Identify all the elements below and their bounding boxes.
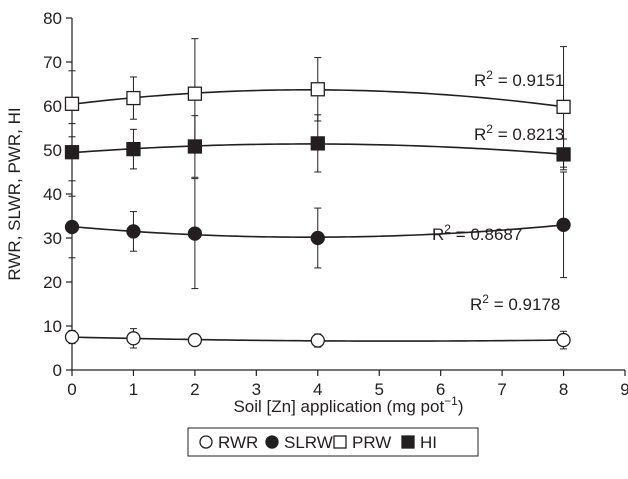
x-tick-label: 7 bbox=[497, 380, 506, 399]
axes-layer: 0 10 20 30 40 50 60 70 80 0 1 2 3 4 5 6 7 8 9 RWR, SLWR, PW… bbox=[5, 9, 628, 416]
prw-point bbox=[126, 90, 141, 106]
legend-label-prw: PRW bbox=[352, 433, 391, 452]
y-axis-title: RWR, SLWR, PWR, HI bbox=[5, 107, 24, 280]
slrw-point bbox=[187, 226, 203, 241]
x-tick-label: 4 bbox=[313, 380, 322, 399]
slrw-point bbox=[310, 230, 325, 246]
y-tick-label: 40 bbox=[43, 185, 62, 204]
rwr-point bbox=[556, 332, 571, 348]
x-tick-label: 0 bbox=[67, 380, 76, 399]
legend-marker-hi bbox=[401, 435, 415, 449]
prw-r2-label: R2 = 0.9151 bbox=[474, 68, 564, 90]
legend-item-rwr: RWR bbox=[199, 433, 258, 452]
x-tick-label: 1 bbox=[129, 380, 138, 399]
legend-item-slrw: SLRW bbox=[265, 433, 333, 452]
slrw-r2-label: R2 = 0.8687 bbox=[432, 222, 522, 244]
prw-point bbox=[187, 86, 203, 101]
y-tick-label: 80 bbox=[43, 9, 62, 28]
y-tick-label: 70 bbox=[43, 53, 62, 72]
y-tick-label: 60 bbox=[43, 97, 62, 116]
rwr-point bbox=[187, 332, 203, 348]
prw-point bbox=[556, 99, 571, 115]
legend: RWR SLRW PRW HI bbox=[187, 427, 479, 457]
legend-label-slrw: SLRW bbox=[284, 433, 333, 452]
y-tick-label: 0 bbox=[53, 361, 62, 380]
rwr-point bbox=[126, 331, 141, 346]
slrw-point bbox=[556, 217, 571, 232]
slrw-point bbox=[126, 224, 141, 239]
legend-item-hi: HI bbox=[401, 433, 437, 452]
hi-point bbox=[187, 139, 203, 154]
prw-point bbox=[64, 96, 80, 111]
y-tick-label: 20 bbox=[43, 273, 62, 292]
labels-layer: R2 = 0.9178 R2 = 0.8687 R2 = 0.9151 R2 = 0.… bbox=[432, 68, 564, 314]
y-tick-label: 50 bbox=[43, 141, 62, 160]
x-tick-label: 5 bbox=[374, 380, 383, 399]
x-tick-label: 2 bbox=[190, 380, 199, 399]
legend-marker-prw bbox=[333, 435, 347, 449]
legend-marker-rwr bbox=[199, 435, 213, 449]
legend-box bbox=[187, 427, 479, 457]
rwr-point bbox=[64, 329, 80, 345]
prw-point bbox=[310, 82, 325, 97]
legend-item-prw: PRW bbox=[333, 433, 391, 452]
slrw-point bbox=[64, 219, 80, 235]
x-tick-label: 9 bbox=[620, 380, 628, 399]
x-tick-label: 8 bbox=[559, 380, 568, 399]
legend-marker-slrw bbox=[265, 435, 279, 449]
hi-point bbox=[310, 136, 325, 151]
legend-label-rwr: RWR bbox=[218, 433, 258, 452]
x-tick-label: 3 bbox=[252, 380, 261, 399]
y-tick-label: 30 bbox=[43, 229, 62, 248]
x-axis-title: Soil [Zn] application (mg pot−1) bbox=[233, 394, 463, 416]
hi-point bbox=[556, 147, 571, 162]
markers-layer bbox=[64, 82, 571, 348]
rwr-point bbox=[310, 333, 325, 348]
hi-point bbox=[64, 145, 80, 160]
legend-label-hi: HI bbox=[420, 433, 437, 452]
hi-r2-label: R2 = 0.8213 bbox=[474, 122, 564, 144]
y-tick-label: 10 bbox=[43, 317, 62, 336]
hi-point bbox=[126, 141, 141, 157]
rwr-r2-label: R2 = 0.9178 bbox=[470, 292, 560, 314]
x-tick-label: 6 bbox=[436, 380, 445, 399]
